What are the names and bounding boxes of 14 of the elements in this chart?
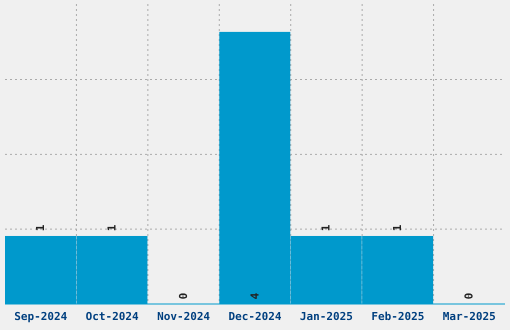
data-label: 1 [34,224,47,232]
data-label: 1 [105,224,118,232]
data-label: 1 [391,224,404,232]
data-label: 1 [320,224,333,232]
x-tick-label: Mar-2025 [442,310,496,323]
data-label: 0 [176,292,190,300]
data-label: 4 [248,292,262,300]
x-tick-label: Feb-2025 [371,310,424,323]
x-tick-label: Jan-2025 [300,310,353,323]
x-tick-label: Sep-2024 [14,310,68,323]
x-tick-label: Nov-2024 [157,310,210,323]
x-tick-label: Oct-2024 [86,310,140,323]
data-label: 0 [462,292,476,300]
x-tick-label: Dec-2024 [228,310,282,323]
